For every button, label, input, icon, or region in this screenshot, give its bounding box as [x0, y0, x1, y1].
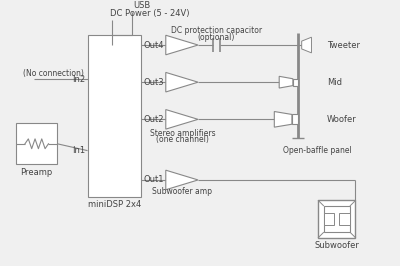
Text: Tweeter: Tweeter — [327, 40, 360, 49]
Bar — [324, 206, 350, 232]
Bar — [88, 35, 141, 197]
Text: Out4: Out4 — [143, 40, 164, 49]
Text: Subwoofer: Subwoofer — [314, 241, 359, 250]
Text: Stereo amplifiers: Stereo amplifiers — [150, 128, 215, 138]
Polygon shape — [166, 35, 198, 55]
Text: Woofer: Woofer — [327, 115, 357, 124]
Text: (No connection): (No connection) — [23, 69, 84, 78]
Bar — [340, 214, 350, 225]
Text: Out3: Out3 — [143, 78, 164, 87]
Text: Preamp: Preamp — [20, 168, 53, 177]
Text: (optional): (optional) — [198, 33, 235, 42]
Text: USB: USB — [134, 1, 151, 10]
Text: In1: In1 — [72, 146, 86, 155]
Text: Open-baffle panel: Open-baffle panel — [283, 146, 352, 155]
Polygon shape — [166, 110, 198, 129]
Text: DC Power (5 - 24V): DC Power (5 - 24V) — [110, 9, 190, 18]
Bar — [293, 79, 298, 86]
Text: (one channel): (one channel) — [156, 135, 209, 144]
Text: In2: In2 — [72, 75, 86, 84]
Bar — [292, 114, 298, 124]
Text: miniDSP 2x4: miniDSP 2x4 — [88, 200, 141, 209]
Bar — [16, 123, 57, 164]
Bar — [324, 214, 334, 225]
Polygon shape — [302, 37, 312, 53]
Text: Subwoofer amp: Subwoofer amp — [152, 187, 212, 196]
Text: DC protection capacitor: DC protection capacitor — [170, 26, 262, 35]
Polygon shape — [274, 111, 292, 127]
Text: Out1: Out1 — [143, 176, 164, 184]
Polygon shape — [279, 76, 293, 88]
Text: Out2: Out2 — [143, 115, 164, 124]
Polygon shape — [166, 170, 198, 190]
Bar — [318, 201, 356, 238]
Polygon shape — [166, 72, 198, 92]
Text: Mid: Mid — [327, 78, 342, 87]
